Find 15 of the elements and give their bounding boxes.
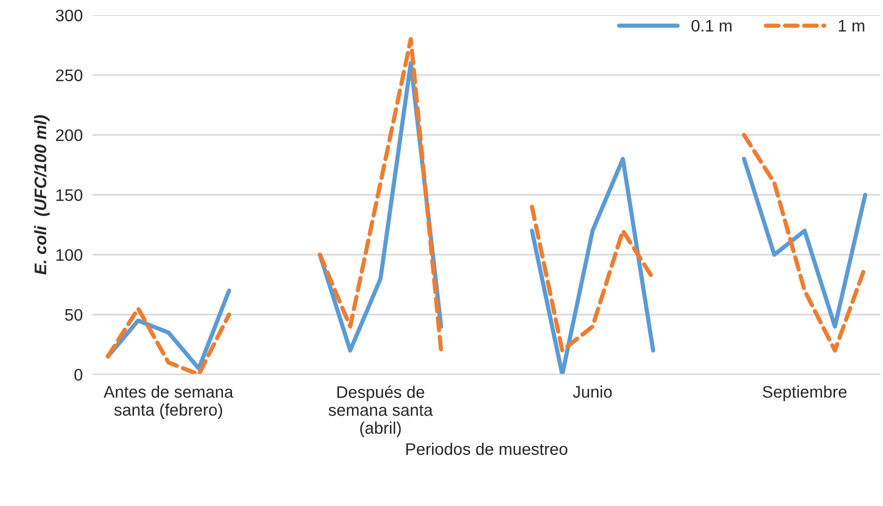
y-tick-label: 250 <box>56 69 82 82</box>
y-tick-label: 200 <box>56 129 82 142</box>
y-tick-label: 300 <box>56 10 82 22</box>
x-tick-label: Antes de semana santa (febrero) <box>104 386 234 420</box>
y-tick-label: 150 <box>56 189 82 202</box>
y-tick-label: 100 <box>56 249 82 261</box>
x-tick-label: Junio <box>572 386 612 398</box>
y-axis-title: E. coli (UFC/100 ml) <box>34 115 50 275</box>
y-tick-label: 0 <box>74 368 82 381</box>
x-tick-label: Septiembre <box>762 386 846 402</box>
legend-label: 0.1 m <box>692 20 732 32</box>
y-tick-label: 50 <box>65 308 82 321</box>
x-axis-title: Periodos de muestreo <box>406 442 568 455</box>
legend-label: 1 m <box>838 20 864 32</box>
x-tick-label: Después de semana santa (abril) <box>328 386 433 438</box>
